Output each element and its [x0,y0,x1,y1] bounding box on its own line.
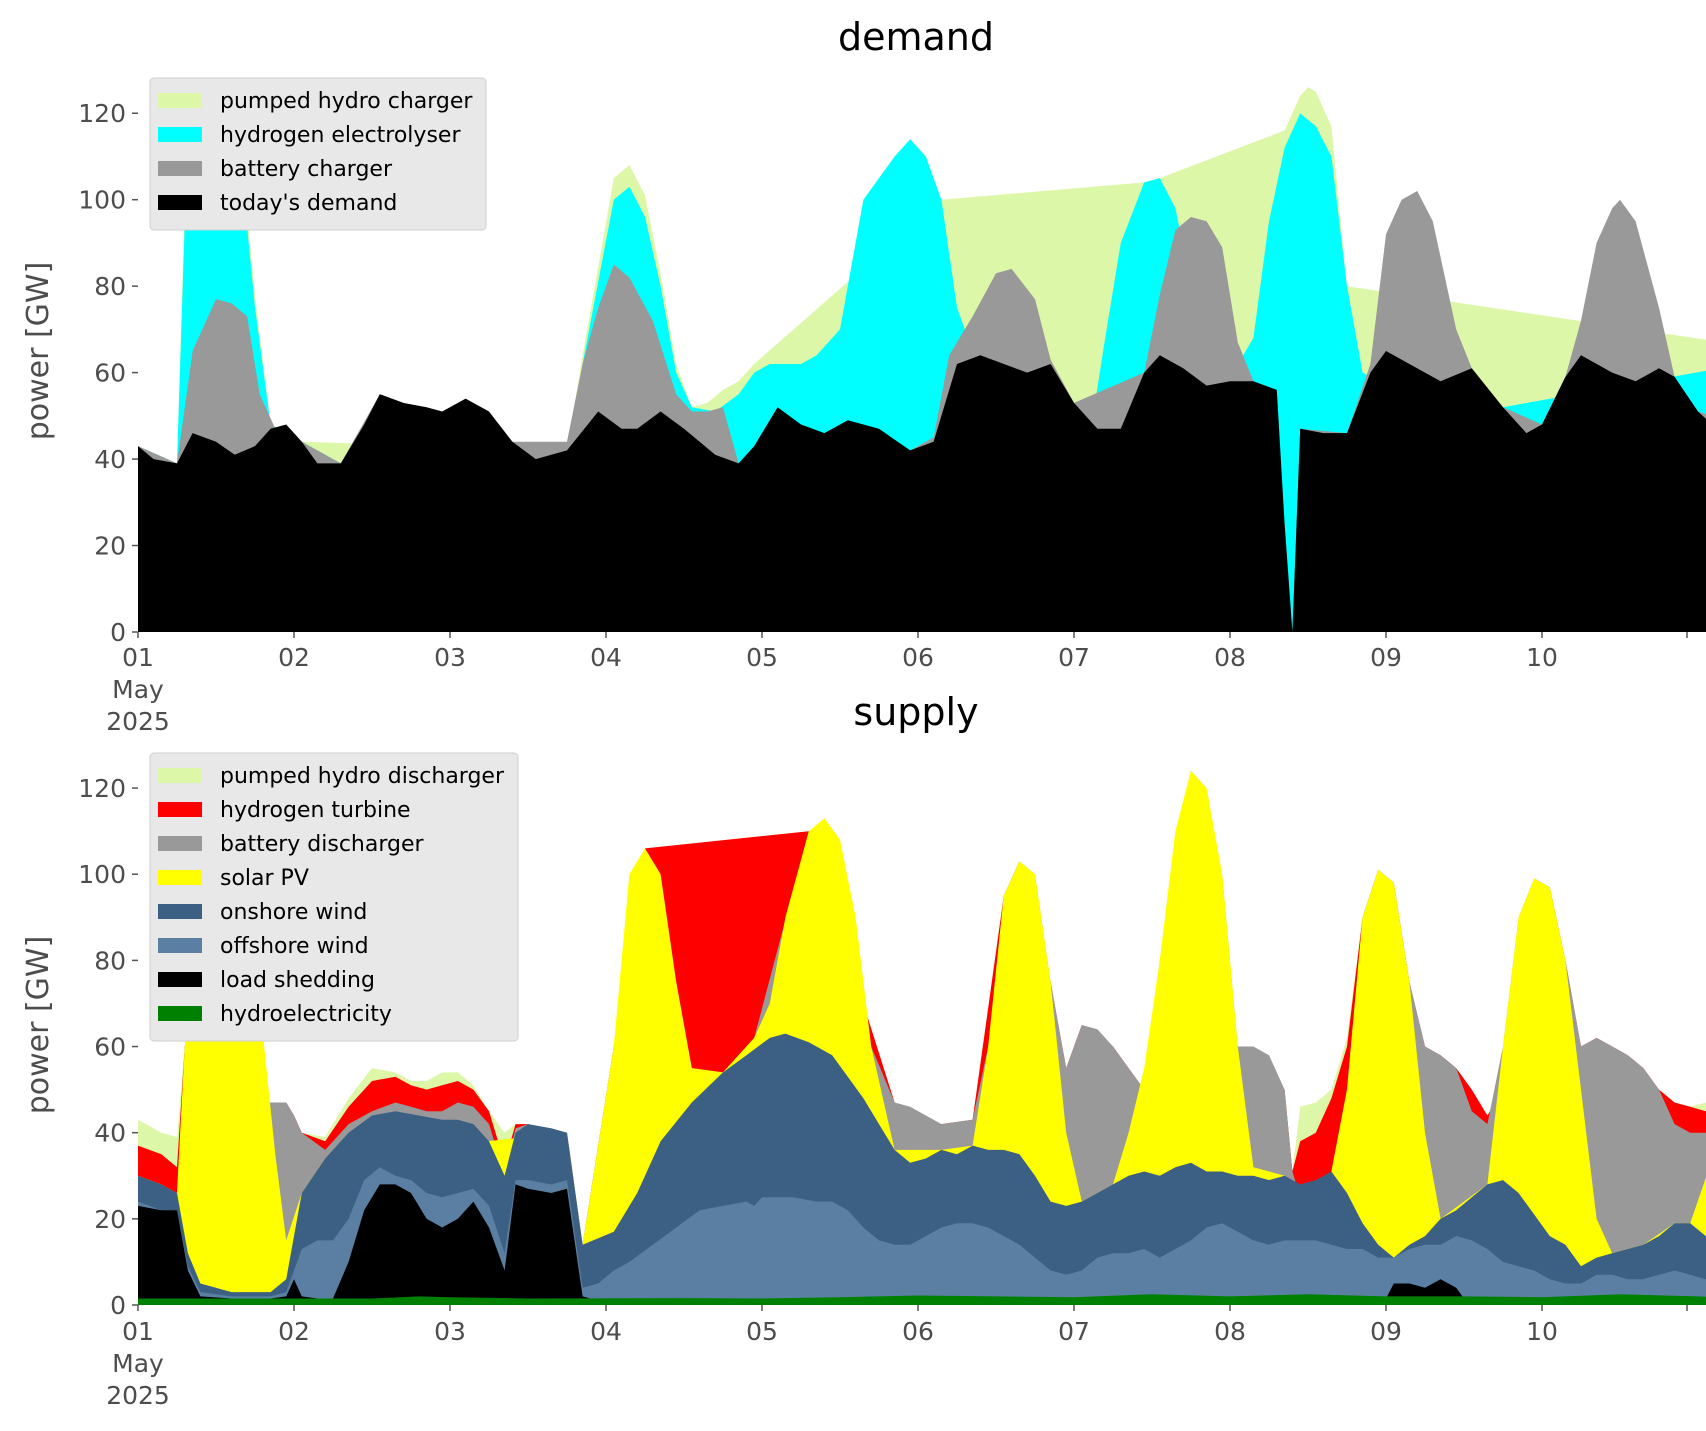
x-tick-label: 01 [122,643,154,672]
y-axis-label: power [GW] [21,936,56,1115]
x-year-label: 2025 [106,1381,170,1410]
x-tick-label: 04 [590,643,622,672]
legend-label: offshore wind [220,934,369,959]
legend-label: pumped hydro charger [220,89,473,114]
legend-label: load shedding [220,968,375,993]
legend-swatch [158,870,202,885]
legend-swatch [158,802,202,817]
legend-swatch [158,1006,202,1021]
legend-swatch [158,161,202,176]
y-tick-label: 120 [78,774,126,803]
y-tick-label: 100 [78,186,126,215]
y-tick-label: 60 [94,1033,126,1062]
legend-box [149,77,487,231]
legend-box [149,752,519,1042]
series-areas [138,770,1706,1305]
x-tick-label: 01 [122,1317,154,1346]
x-tick-label: 04 [590,1317,622,1346]
legend: pumped hydro charger hydrogen electrolyse… [149,77,487,231]
y-tick-label: 40 [94,1119,126,1148]
y-tick-label: 60 [94,359,126,388]
x-tick-label: 02 [278,1317,310,1346]
x-tick-label: 05 [746,1317,778,1346]
y-tick-label: 120 [78,99,126,128]
x-tick-label: 03 [434,1317,466,1346]
legend-swatch [158,195,202,210]
y-tick-label: 20 [94,1205,126,1234]
chart-supply: supply power [GW] 0 20 40 60 80 100 120 01 02 03 04 0… [21,690,1706,1410]
x-tick-label: 03 [434,643,466,672]
x-month-label: May [112,675,164,704]
series-areas [138,87,1706,632]
x-tick-label: 02 [278,643,310,672]
x-tick-label: 09 [1370,643,1402,672]
legend-label: hydroelectricity [220,1002,392,1027]
x-tick-label: 05 [746,643,778,672]
x-tick-label: 10 [1526,643,1558,672]
y-tick-label: 0 [110,618,126,647]
y-axis-label: power [GW] [21,262,56,441]
chart-title: supply [853,690,978,734]
area-load-shedding [138,1184,1706,1305]
legend-swatch [158,768,202,783]
y-tick-label: 100 [78,860,126,889]
legend-label: hydrogen electrolyser [220,123,461,148]
x-tick-label: 06 [902,643,934,672]
legend-label: hydrogen turbine [220,798,411,823]
legend: pumped hydro discharger hydrogen turbine b… [149,752,519,1042]
y-tick-label: 0 [110,1291,126,1320]
y-tick-label: 20 [94,532,126,561]
x-month-label: May [112,1349,164,1378]
x-tick-label: 10 [1526,1317,1558,1346]
x-tick-label: 08 [1214,643,1246,672]
legend-label: solar PV [220,866,309,891]
legend-swatch [158,972,202,987]
y-tick-label: 80 [94,946,126,975]
legend-swatch [158,938,202,953]
chart-title: demand [838,15,994,59]
legend-swatch [158,904,202,919]
y-tick-label: 40 [94,445,126,474]
legend-swatch [158,127,202,142]
legend-swatch [158,93,202,108]
chart-demand: demand power [GW] 0 20 40 60 80 100 120 01 02 03 04 0… [21,15,1706,736]
legend-label: pumped hydro discharger [220,764,505,789]
legend-swatch [158,836,202,851]
y-tick-label: 80 [94,272,126,301]
legend-label: battery charger [220,157,393,182]
x-tick-label: 06 [902,1317,934,1346]
x-tick-label: 07 [1058,1317,1090,1346]
legend-label: today's demand [220,191,397,216]
x-tick-label: 08 [1214,1317,1246,1346]
x-tick-label: 09 [1370,1317,1402,1346]
x-year-label: 2025 [106,707,170,736]
area-today-s-demand [138,351,1706,632]
legend-label: battery discharger [220,832,425,857]
x-tick-label: 07 [1058,643,1090,672]
legend-label: onshore wind [220,900,367,925]
area-hydroelectricity [138,1294,1706,1305]
